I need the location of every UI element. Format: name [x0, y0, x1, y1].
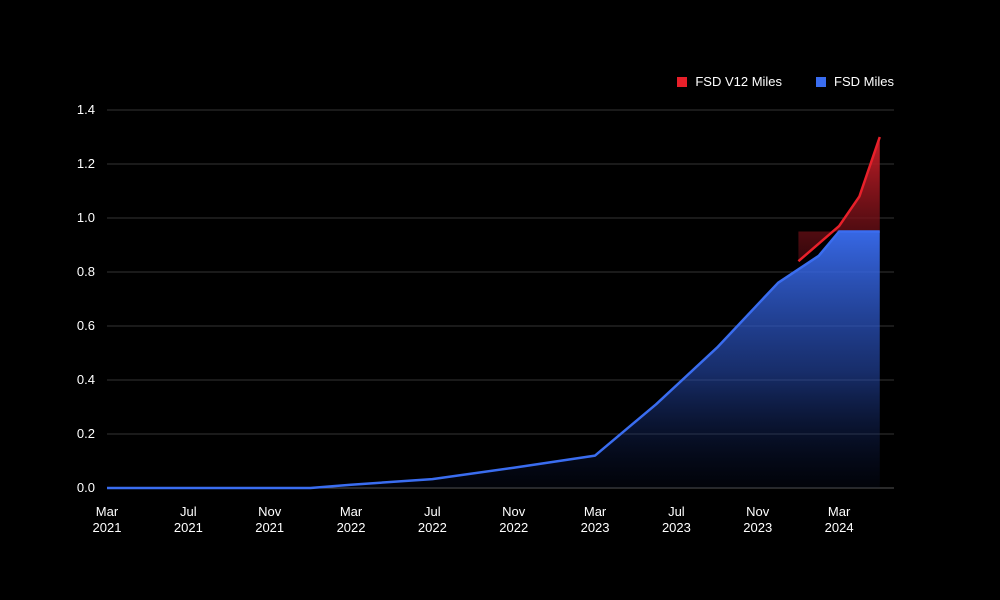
- y-tick-label: 0.2: [77, 426, 95, 441]
- y-tick-label: 0.4: [77, 372, 95, 387]
- legend-swatch-fsd: [816, 76, 827, 87]
- line-fsd-miles: [107, 230, 880, 490]
- x-tick-label: Nov 2023: [743, 504, 772, 535]
- y-tick-label: 1.2: [77, 156, 95, 171]
- y-tick-label: 0.6: [77, 318, 95, 333]
- legend: FSD V12 Miles FSD Miles: [677, 74, 894, 89]
- x-tick-label: Nov 2021: [255, 504, 284, 535]
- x-tick-label: Mar 2021: [93, 504, 122, 535]
- x-tick-label: Mar 2022: [337, 504, 366, 535]
- x-tick-label: Mar 2023: [581, 504, 610, 535]
- legend-item-v12: FSD V12 Miles: [677, 74, 782, 89]
- x-tick-label: Jul 2022: [418, 504, 447, 535]
- axis-labels: 0.0 0.2 0.4 0.6 0.8 1.0 1.2 1.4 Mar 2021 Jul 2021 No…: [77, 102, 854, 535]
- legend-item-fsd: FSD Miles: [816, 74, 894, 89]
- y-tick-label: 0.8: [77, 264, 95, 279]
- x-tick-label: Mar 2024: [825, 504, 854, 535]
- y-tick-label: 0.0: [77, 480, 95, 495]
- legend-label-fsd: FSD Miles: [834, 74, 894, 89]
- area-fsd-v12-miles: [798, 137, 880, 262]
- x-tick-label: Jul 2021: [174, 504, 203, 535]
- grid-lines: [107, 109, 894, 489]
- line-fsd-v12-miles: [797, 136, 881, 263]
- area-fsd-miles: [107, 231, 880, 488]
- areas: [107, 136, 881, 490]
- x-tick-label: Nov 2022: [499, 504, 528, 535]
- y-tick-label: 1.0: [77, 210, 95, 225]
- y-tick-label: 1.4: [77, 102, 95, 117]
- x-tick-label: Jul 2023: [662, 504, 691, 535]
- legend-swatch-v12: [677, 76, 688, 87]
- legend-label-v12: FSD V12 Miles: [695, 74, 783, 89]
